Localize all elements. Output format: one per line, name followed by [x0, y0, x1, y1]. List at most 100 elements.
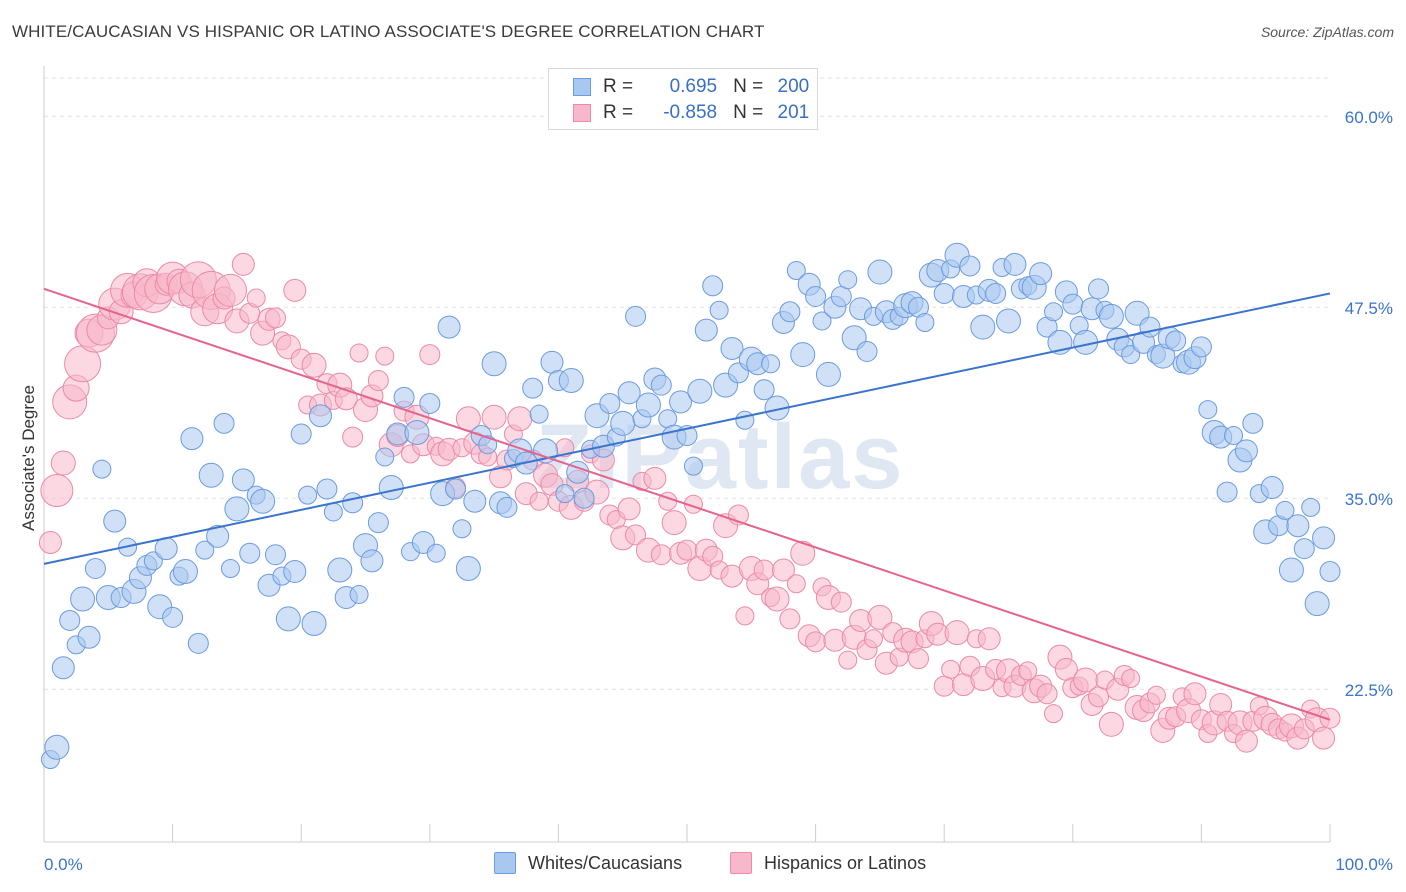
- white-point: [231, 468, 255, 492]
- white-point: [323, 502, 343, 522]
- white-point: [419, 392, 441, 414]
- hispanic-point: [753, 559, 775, 581]
- white-point: [84, 557, 106, 579]
- white-point: [555, 484, 575, 504]
- blue-swatch: [573, 78, 591, 96]
- white-point: [599, 392, 621, 414]
- pink-swatch: [573, 104, 591, 122]
- hispanic-point: [863, 629, 883, 649]
- white-point: [650, 374, 672, 396]
- white-point: [463, 489, 487, 513]
- white-point: [1312, 526, 1336, 550]
- hispanic-point: [1088, 686, 1110, 708]
- white-point: [426, 543, 446, 563]
- hispanic-point: [342, 426, 364, 448]
- hispanic-point: [1018, 661, 1038, 681]
- white-point: [985, 282, 1007, 304]
- white-point: [367, 512, 389, 534]
- white-point: [1260, 476, 1284, 500]
- white-point: [1088, 278, 1110, 300]
- white-point: [610, 410, 636, 436]
- white-point: [1242, 412, 1264, 434]
- white-point: [180, 427, 204, 451]
- white-point: [452, 519, 472, 539]
- pink-swatch: [730, 852, 752, 874]
- hispanic-point: [301, 352, 327, 378]
- white-point: [437, 315, 461, 339]
- white-point: [342, 492, 364, 514]
- white-point: [44, 734, 70, 760]
- hispanic-point: [907, 648, 929, 670]
- legend-label-whites: Whites/Caucasians: [528, 852, 683, 873]
- hispanic-point: [790, 540, 816, 566]
- source-label: Source: ZipAtlas.com: [1260, 24, 1394, 40]
- n-value: 200: [777, 76, 810, 97]
- white-point: [933, 282, 955, 304]
- white-point: [290, 423, 312, 445]
- white-point: [1286, 514, 1310, 538]
- legend-row-whites: R = 0.695 N = 200: [573, 74, 809, 100]
- white-point: [687, 378, 713, 404]
- legend-row-hispanics: R = -0.858 N = 201: [573, 100, 809, 126]
- hispanic-point: [1044, 704, 1064, 724]
- white-point: [1224, 426, 1244, 446]
- hispanic-point: [676, 539, 698, 561]
- hispanic-point: [231, 252, 255, 276]
- y-tick-label: 47.5%: [1345, 299, 1393, 318]
- hispanic-point: [349, 343, 369, 363]
- white-point: [224, 496, 250, 522]
- white-point: [838, 270, 858, 290]
- white-point: [1165, 330, 1187, 352]
- hispanic-point: [764, 586, 790, 612]
- white-point: [753, 379, 775, 401]
- white-point: [478, 435, 498, 455]
- stats-legend: R = 0.695 N = 200 R = -0.858 N = 201: [548, 68, 818, 130]
- hispanic-point: [375, 346, 395, 366]
- white-point: [625, 305, 647, 327]
- white-point: [445, 478, 467, 500]
- white-point: [172, 559, 198, 585]
- y-axis-label: Associate's Degree: [19, 385, 38, 531]
- white-point: [349, 584, 369, 604]
- white-point: [790, 342, 816, 368]
- white-point: [162, 606, 184, 628]
- hispanic-point: [334, 387, 358, 411]
- hispanic-point: [1036, 683, 1058, 705]
- white-point: [1234, 439, 1258, 463]
- white-point: [540, 350, 564, 374]
- white-point: [275, 606, 301, 632]
- hispanic-point: [661, 510, 687, 536]
- white-point: [720, 336, 744, 360]
- white-point: [735, 410, 755, 430]
- white-point: [915, 312, 935, 332]
- white-point: [316, 478, 338, 500]
- white-point: [250, 488, 276, 514]
- r-value: -0.858: [663, 102, 718, 123]
- hispanic-point: [1121, 669, 1141, 689]
- hispanic-point: [1234, 729, 1258, 753]
- n-value: 201: [777, 102, 810, 123]
- y-tick-label: 35.0%: [1345, 490, 1393, 509]
- white-point: [220, 558, 240, 578]
- white-point: [301, 610, 327, 636]
- r-label: R =: [603, 76, 634, 97]
- legend-item-whites: Whites/Caucasians: [494, 852, 682, 874]
- x-tick-label: 100.0%: [1335, 855, 1393, 874]
- white-point: [375, 447, 395, 467]
- white-point: [812, 311, 832, 331]
- hispanic-point: [977, 627, 1001, 651]
- hispanic-point: [643, 466, 667, 490]
- hispanic-trend-line: [43, 287, 1331, 721]
- white-point: [617, 381, 641, 405]
- white-point: [327, 557, 353, 583]
- white-point: [867, 259, 893, 285]
- white-point: [959, 255, 981, 277]
- hispanic-point: [617, 497, 641, 521]
- chart-title: WHITE/CAUCASIAN VS HISPANIC OR LATINO AS…: [12, 22, 765, 41]
- hispanic-point: [1146, 685, 1166, 705]
- white-point: [709, 300, 729, 320]
- legend-label-hispanics: Hispanics or Latinos: [764, 852, 927, 873]
- grid-lines: [44, 77, 1330, 690]
- white-trend-line: [43, 292, 1331, 565]
- white-point: [1029, 262, 1053, 286]
